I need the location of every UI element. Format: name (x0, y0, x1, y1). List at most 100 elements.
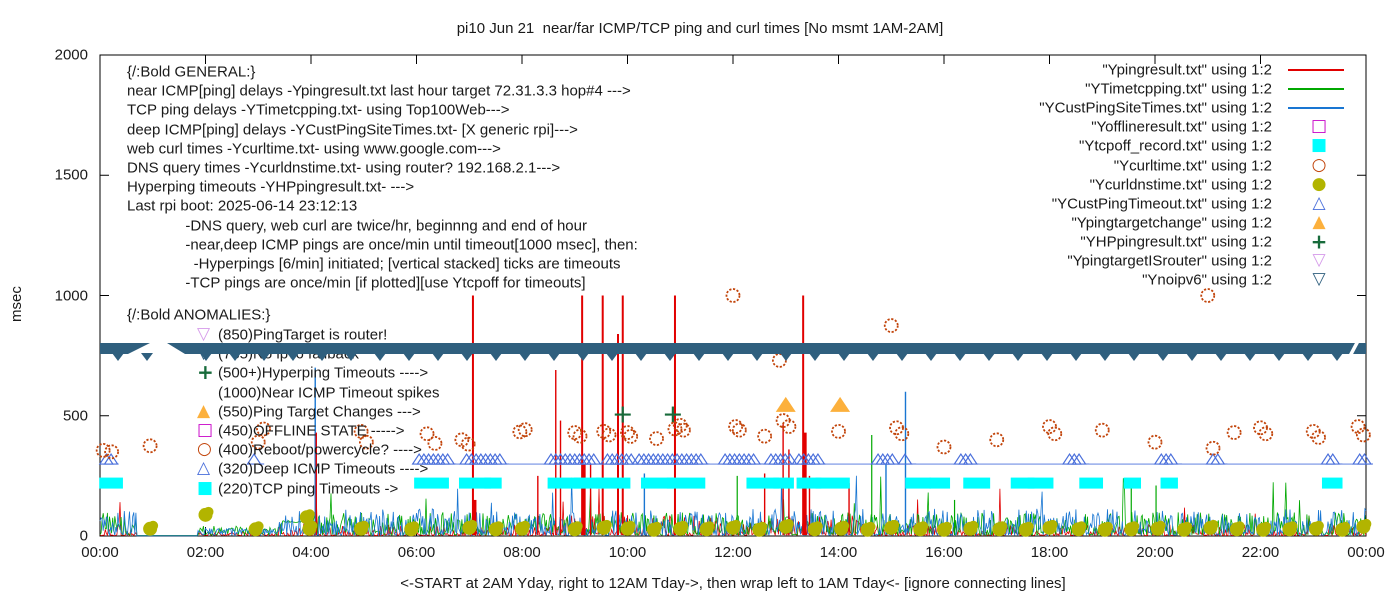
noipv6-band-segment (402, 353, 415, 362)
y-tick-label: 1000 (54, 287, 88, 304)
legend-marker-plus-icon: + (1310, 229, 1328, 254)
legend-marker-square-filled-icon: ■ (1310, 135, 1328, 156)
tcp-timeout-squares (99, 477, 1343, 489)
legend-item-label: "YCustPingSiteTimes.txt" using 1:2 (1039, 99, 1272, 117)
noipv6-band-segment (547, 353, 560, 362)
hyperping-timeout-plus-marks (614, 406, 681, 423)
anomaly-marker-circle-open-icon: ○ (197, 439, 212, 460)
noipv6-band-segment (112, 353, 125, 362)
noipv6-band-segment (1243, 353, 1256, 362)
x-tick-label: 10:00 (608, 544, 647, 561)
anomaly-marker-square-open-icon: □ (197, 419, 214, 440)
general-annotation-line: Hyperping timeouts -YHPpingresult.txt- -… (127, 178, 415, 196)
curl-time-circles (95, 288, 1371, 460)
legend-line-sample-icon (1288, 107, 1344, 110)
noipv6-band-segment (1069, 353, 1082, 362)
noipv6-band-segment (605, 353, 618, 362)
x-tick-label: 22:00 (1241, 544, 1280, 561)
noipv6-band-segment (634, 353, 647, 362)
noipv6-band-segment (982, 353, 995, 362)
x-tick-label: 14:00 (819, 544, 858, 561)
noipv6-band-segment (460, 353, 473, 362)
legend-item-label: "YpingtargetISrouter" using 1:2 (1067, 252, 1272, 270)
noipv6-band-segment (373, 353, 386, 362)
x-tick-label: 06:00 (397, 544, 436, 561)
noipv6-band-segment (808, 353, 821, 362)
noipv6-band-segment (1127, 353, 1140, 362)
x-tick-label: 18:00 (1030, 544, 1069, 561)
anomaly-text: (550)Ping Target Changes ---> (218, 403, 421, 421)
noipv6-band-segment (257, 353, 270, 362)
x-tick-label: 00:00 (81, 544, 119, 561)
anomaly-text: (220)TCP ping Timeouts -> (218, 480, 399, 498)
x-tick-label: 20:00 (1136, 544, 1174, 561)
noipv6-band-segment (1040, 353, 1053, 362)
noipv6-band-segment (228, 353, 241, 362)
legend-item-label: "YCustPingTimeout.txt" using 1:2 (1051, 195, 1272, 213)
dns-time-circles (143, 506, 1372, 537)
noipv6-band-segment (199, 353, 212, 362)
legend-item-label: "Ypingresult.txt" using 1:2 (1102, 61, 1272, 79)
legend-marker-tri-up-filled-icon: ▲ (1312, 211, 1326, 232)
general-annotation-line: -TCP pings are once/min [if plotted][use… (127, 274, 586, 292)
noipv6-band-segment (128, 342, 151, 354)
noipv6-band-segment (866, 353, 879, 362)
noipv6-band-segment (344, 353, 357, 362)
noipv6-band-segment (1156, 353, 1169, 362)
anomaly-text: (500+)Hyperping Timeouts ----> (218, 364, 429, 382)
deep-icmp-timeout-triangles (98, 452, 1373, 465)
legend-marker-circle-open-icon: ○ (1311, 154, 1327, 175)
legend-marker-tri-down-open-icon: ▽ (1312, 269, 1326, 290)
noipv6-band-segment (1301, 353, 1314, 362)
noipv6-band-segment (315, 353, 328, 362)
y-tick-label: 0 (79, 527, 88, 545)
noipv6-band-segment (100, 342, 129, 355)
noipv6-band-segment (663, 353, 676, 362)
general-annotation-line: -DNS query, web curl are twice/hr, begin… (127, 217, 587, 235)
legend-line-sample-icon (1288, 69, 1344, 71)
anomaly-marker-tri-down-open-icon: ▽ (197, 343, 211, 364)
general-annotation-line: web curl times -Ycurltime.txt- using www… (127, 140, 501, 158)
legend-item-label: "Ycurldnstime.txt" using 1:2 (1089, 176, 1272, 194)
anomaly-text: (320)Deep ICMP Timeouts ----> (218, 460, 429, 478)
legend-marker-circle-filled-icon: ● (1311, 173, 1327, 194)
general-annotation-line: -near,deep ICMP pings are once/min until… (127, 236, 638, 254)
x-tick-label: 08:00 (503, 544, 541, 561)
legend-marker-tri-up-open-icon: △ (1312, 192, 1326, 213)
anomaly-text: (1000)Near ICMP Timeout spikes (218, 384, 440, 402)
legend-item-label: "Ycurltime.txt" using 1:2 (1113, 157, 1272, 174)
x-tick-label: 02:00 (186, 544, 225, 561)
y-tick-label: 2000 (54, 46, 88, 64)
chart-title: pi10 Jun 21 near/far ICMP/TCP ping and c… (456, 20, 944, 37)
noipv6-band-segment (750, 353, 763, 362)
legend-item-label: "Ynoipv6" using 1:2 (1142, 271, 1272, 289)
x-tick-label: 16:00 (925, 544, 963, 561)
noipv6-band-segment (431, 353, 444, 362)
noipv6-band-segment (286, 353, 299, 362)
noipv6-band-segment (1214, 353, 1227, 362)
noipv6-band-segment (953, 353, 966, 362)
spikes (314, 295, 1157, 535)
noipv6-band-segment (692, 353, 705, 362)
noipv6-band-segment (576, 353, 589, 362)
noipv6-band-segment (167, 342, 186, 354)
noipv6-band-segment (1330, 353, 1343, 362)
general-annotation-line: near ICMP[ping] delays -Ypingresult.txt … (127, 82, 631, 100)
noipv6-band-segment (837, 353, 850, 362)
noipv6-band-segment (721, 353, 734, 362)
anomaly-text: (850)PingTarget is router! (218, 326, 388, 344)
noipv6-band-segment (185, 342, 1366, 355)
anomaly-text: (450)OFFLINE STATE -----> (218, 422, 405, 440)
y-tick-label: 1500 (54, 166, 88, 184)
legend-item-label: "Ytcpoff_record.txt" using 1:2 (1079, 137, 1272, 155)
anomaly-marker-tri-down-open-icon: ▽ (197, 323, 211, 344)
anomalies-header: {/:Bold ANOMALIES:} (127, 306, 271, 324)
y-tick-label: 500 (62, 407, 88, 425)
anomaly-marker-plus-icon: + (197, 360, 214, 385)
legend-line-sample-icon (1288, 88, 1344, 91)
noipv6-band-segment (489, 353, 502, 362)
legend-item-label: "YTimetcpping.txt" using 1:2 (1085, 80, 1272, 98)
noipv6-band-segment (141, 353, 154, 362)
noipv6-band-segment (895, 353, 908, 362)
